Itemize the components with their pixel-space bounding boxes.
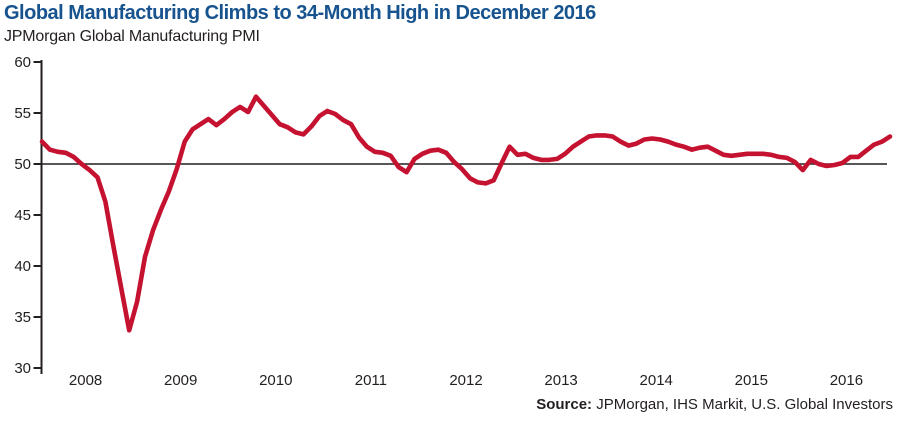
y-axis-tick-label: 50 xyxy=(14,156,31,173)
chart-title: Global Manufacturing Climbs to 34-Month … xyxy=(4,2,596,24)
chart-subtitle: JPMorgan Global Manufacturing PMI xyxy=(4,28,260,45)
y-axis-tick-label: 45 xyxy=(14,207,31,224)
x-axis-year-label: 2012 xyxy=(449,372,482,389)
x-axis-year-label: 2010 xyxy=(259,372,292,389)
x-axis-year-label: 2014 xyxy=(640,372,673,389)
source-credit: Source: JPMorgan, IHS Markit, U.S. Globa… xyxy=(536,396,893,413)
y-axis-tick-label: 55 xyxy=(14,105,31,122)
y-axis-tick-label: 60 xyxy=(14,54,31,71)
x-axis-year-label: 2008 xyxy=(69,372,102,389)
y-axis-tick-label: 30 xyxy=(14,360,31,377)
source-text: JPMorgan, IHS Markit, U.S. Global Invest… xyxy=(596,396,893,413)
source-label: Source: xyxy=(536,396,593,413)
y-axis-tick-label: 40 xyxy=(14,258,31,275)
x-axis-year-label: 2009 xyxy=(164,372,197,389)
x-axis-year-label: 2016 xyxy=(830,372,863,389)
x-axis-year-label: 2011 xyxy=(355,372,387,389)
y-axis-tick-label: 35 xyxy=(14,309,31,326)
x-axis-year-label: 2013 xyxy=(544,372,577,389)
pmi-series-line xyxy=(39,94,893,333)
x-axis-year-label: 2015 xyxy=(735,372,768,389)
